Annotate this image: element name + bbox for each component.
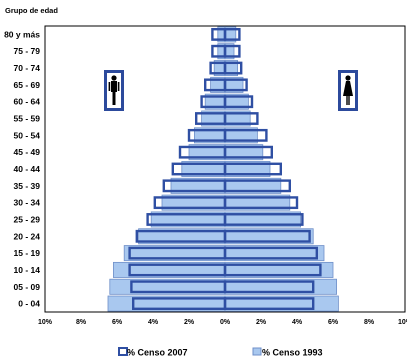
y-tick-label: 25 - 29 bbox=[14, 214, 41, 224]
legend-swatch-2007 bbox=[118, 347, 128, 356]
x-tick-label: 2% bbox=[256, 319, 267, 326]
y-tick-label: 65 - 69 bbox=[14, 80, 41, 90]
bar-2007-female-9 bbox=[223, 145, 273, 159]
bar-2007-female-10 bbox=[223, 128, 268, 142]
y-tick-label: 35 - 39 bbox=[14, 181, 41, 191]
y-tick-label: 80 y más bbox=[4, 29, 40, 39]
x-tick-label: 2% bbox=[184, 319, 195, 326]
y-tick-label: 50 - 54 bbox=[14, 130, 41, 140]
bar-2007-female-6 bbox=[223, 196, 299, 210]
y-tick-label: 40 - 44 bbox=[14, 164, 41, 174]
y-axis-labels: 0 - 04 05 - 09 10 - 14 15 - 19 20 - 24 25 - 2… bbox=[4, 29, 40, 308]
x-tick-label: 6% bbox=[328, 319, 339, 326]
y-tick-label: 30 - 34 bbox=[14, 198, 41, 208]
legend-item-2007: % Censo 2007 bbox=[118, 347, 188, 358]
bar-2007-female-14 bbox=[223, 61, 243, 75]
y-tick-label: 05 - 09 bbox=[14, 282, 41, 292]
y-tick-label: 75 - 79 bbox=[14, 46, 41, 56]
y-tick-label: 15 - 19 bbox=[14, 248, 41, 258]
x-tick-label: 4% bbox=[148, 319, 159, 326]
x-tick-label: 6% bbox=[112, 319, 123, 326]
y-tick-label: 45 - 49 bbox=[14, 147, 41, 157]
x-tick-label: 8% bbox=[76, 319, 87, 326]
series-2007-bars bbox=[128, 27, 322, 311]
series-1993-bars bbox=[107, 26, 339, 312]
bar-2007-female-5 bbox=[223, 213, 304, 226]
bar-2007-female-7 bbox=[223, 179, 292, 193]
bar-2007-female-4 bbox=[223, 229, 311, 243]
bar-2007-female-0 bbox=[223, 297, 315, 311]
bar-2007-female-12 bbox=[223, 95, 254, 109]
y-tick-label: 60 - 64 bbox=[14, 97, 41, 107]
y-tick-label: 55 - 59 bbox=[14, 114, 41, 124]
bar-2007-female-11 bbox=[223, 112, 259, 125]
axis-title: Grupo de edad bbox=[5, 6, 58, 15]
legend-item-1993: % Censo 1993 bbox=[252, 347, 323, 358]
y-tick-label: 20 - 24 bbox=[14, 231, 41, 241]
bar-2007-female-2 bbox=[223, 263, 322, 277]
female-figure-icon bbox=[338, 70, 358, 111]
bar-2007-female-15 bbox=[223, 44, 241, 58]
x-tick-label: 10% bbox=[398, 319, 407, 326]
x-tick-label: 10% bbox=[38, 319, 53, 326]
y-tick-label: 70 - 74 bbox=[14, 63, 41, 73]
bar-2007-female-1 bbox=[223, 280, 315, 294]
bar-2007-female-16 bbox=[223, 27, 241, 41]
legend-swatch-1993 bbox=[252, 347, 262, 356]
bar-2007-female-8 bbox=[223, 162, 282, 176]
bar-2007-female-3 bbox=[223, 246, 319, 260]
legend-label-2007: % Censo 2007 bbox=[127, 348, 188, 358]
x-tick-label: 4% bbox=[292, 319, 303, 326]
legend-label-1993: % Censo 1993 bbox=[262, 348, 323, 358]
x-tick-label: 0% bbox=[220, 319, 231, 326]
y-tick-label: 10 - 14 bbox=[14, 265, 41, 275]
bar-2007-female-13 bbox=[223, 78, 248, 92]
y-tick-label: 0 - 04 bbox=[18, 299, 40, 309]
legend: % Censo 2007 % Censo 1993 bbox=[118, 347, 323, 358]
x-tick-label: 8% bbox=[364, 319, 375, 326]
male-figure-icon bbox=[104, 70, 124, 111]
x-axis-labels: 10% 8% 6% 4% 2% 0% 2% 4% 6% 8% 10% bbox=[38, 319, 407, 326]
